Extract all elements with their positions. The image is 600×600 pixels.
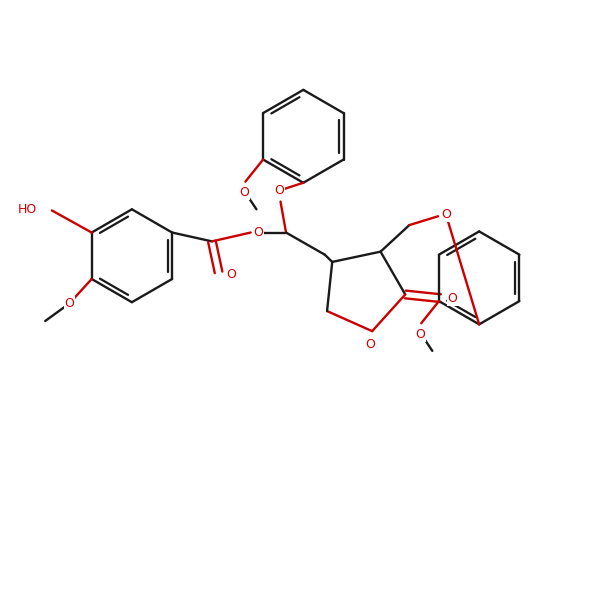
Text: O: O [239, 186, 249, 199]
Text: HO: HO [18, 203, 37, 216]
Text: O: O [365, 338, 375, 351]
Text: O: O [226, 268, 236, 281]
Text: O: O [274, 184, 284, 197]
Text: O: O [415, 328, 425, 341]
Text: O: O [65, 297, 74, 310]
Text: O: O [448, 292, 458, 305]
Text: O: O [253, 226, 263, 239]
Text: O: O [441, 208, 451, 221]
